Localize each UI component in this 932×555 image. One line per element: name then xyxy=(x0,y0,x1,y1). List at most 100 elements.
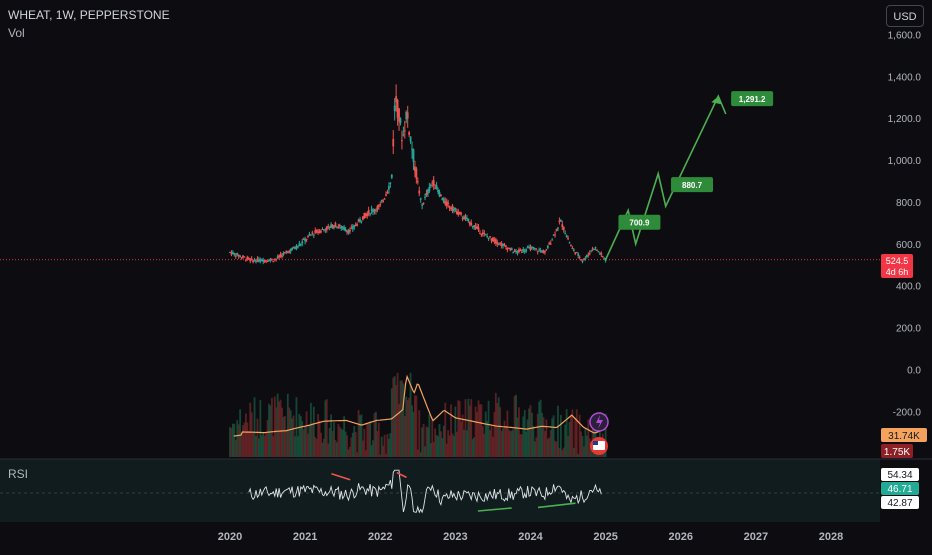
candle-body xyxy=(279,254,282,257)
volume-bar xyxy=(455,431,458,457)
candle-body xyxy=(343,227,346,231)
volume-bar xyxy=(230,428,233,457)
volume-bar xyxy=(574,417,577,457)
volume-bar xyxy=(349,446,351,457)
volume-bar xyxy=(604,413,607,457)
volume-bar xyxy=(523,409,526,457)
candle-body xyxy=(451,205,454,211)
candle-body xyxy=(242,255,244,258)
candle-body xyxy=(360,220,363,222)
candle-body xyxy=(320,231,322,233)
price-tick-label: 200.0 xyxy=(896,324,921,335)
volume-bar xyxy=(467,398,470,457)
volume-bar xyxy=(249,402,252,457)
volume-bar xyxy=(489,430,491,457)
candle-body xyxy=(401,140,403,142)
candle-body xyxy=(383,198,386,200)
volume-bar xyxy=(325,399,328,457)
volume-bar xyxy=(414,395,416,457)
volume-bar xyxy=(382,445,385,457)
volume-bar xyxy=(518,407,520,457)
candle-body xyxy=(548,242,551,245)
volume-bar xyxy=(406,400,409,457)
volume-bar xyxy=(375,411,377,457)
volume-bar xyxy=(367,423,370,457)
volume-bar xyxy=(337,424,340,457)
candle-body xyxy=(479,233,481,235)
volume-bar xyxy=(405,396,408,457)
volume-bar xyxy=(422,423,425,457)
volume-bar xyxy=(571,409,574,457)
candle-body xyxy=(359,219,361,222)
candle-body xyxy=(559,219,562,222)
candle-body xyxy=(437,189,439,193)
volume-bar xyxy=(526,419,529,457)
candle-body xyxy=(464,216,467,219)
volume-bar xyxy=(395,385,398,457)
currency-button[interactable]: USD xyxy=(886,5,924,27)
candle-body xyxy=(519,249,522,251)
time-tick-label: 2025 xyxy=(593,531,617,543)
candle-body xyxy=(513,250,516,252)
volume-bar xyxy=(281,407,283,457)
volume-bar xyxy=(480,404,483,457)
volume-bar xyxy=(460,421,463,457)
candle-body xyxy=(283,252,286,254)
candle-body xyxy=(375,209,377,212)
candle-body xyxy=(496,242,499,245)
candle-body xyxy=(255,260,257,263)
candle-body xyxy=(564,233,567,235)
candle-body xyxy=(246,256,249,260)
volume-bar xyxy=(471,439,474,457)
volume-bar xyxy=(401,380,403,457)
volume-bar xyxy=(336,442,338,457)
volume-bar xyxy=(510,430,513,457)
candle-body xyxy=(538,249,541,251)
candle-body xyxy=(565,235,568,238)
candle-body xyxy=(525,249,528,252)
candle-body xyxy=(388,186,390,190)
volume-bar xyxy=(536,413,539,457)
volume-bar xyxy=(564,424,567,457)
candle-body xyxy=(571,247,574,249)
volume-bar xyxy=(250,412,253,457)
time-tick-label: 2023 xyxy=(443,531,467,543)
price-tick-label: 1,000.0 xyxy=(888,156,922,167)
volume-bar xyxy=(568,421,571,457)
candle-body xyxy=(270,259,273,261)
candle-body xyxy=(567,238,569,240)
candle-body xyxy=(399,118,402,123)
volume-bar xyxy=(445,443,448,457)
volume-bar xyxy=(330,414,333,457)
volume-bar xyxy=(535,437,538,457)
volume-bar xyxy=(257,438,260,457)
candle-body xyxy=(412,149,415,162)
candle-body xyxy=(272,261,275,263)
volume-bar xyxy=(442,425,445,457)
time-tick-label: 2028 xyxy=(819,531,843,543)
volume-bar xyxy=(385,453,387,457)
candle-body xyxy=(265,260,268,262)
candle-body xyxy=(398,108,400,122)
volume-bar xyxy=(558,447,561,457)
flag-canton-icon xyxy=(593,441,598,445)
candle-body xyxy=(505,245,507,247)
candle-body xyxy=(600,253,603,255)
candle-body xyxy=(492,237,494,242)
volume-bar xyxy=(487,400,490,457)
target-label-box xyxy=(671,177,714,193)
candle-body xyxy=(353,225,356,228)
candle-body xyxy=(367,210,370,214)
candle-body xyxy=(493,239,496,242)
candle-body xyxy=(337,226,340,228)
volume-bar xyxy=(315,439,318,457)
candle-body xyxy=(325,226,328,230)
candle-body xyxy=(583,258,585,260)
volume-bar xyxy=(285,429,288,457)
candle-body xyxy=(480,234,483,236)
candle-body xyxy=(590,250,593,252)
volume-bar xyxy=(260,435,263,457)
volume-bar xyxy=(289,410,292,457)
